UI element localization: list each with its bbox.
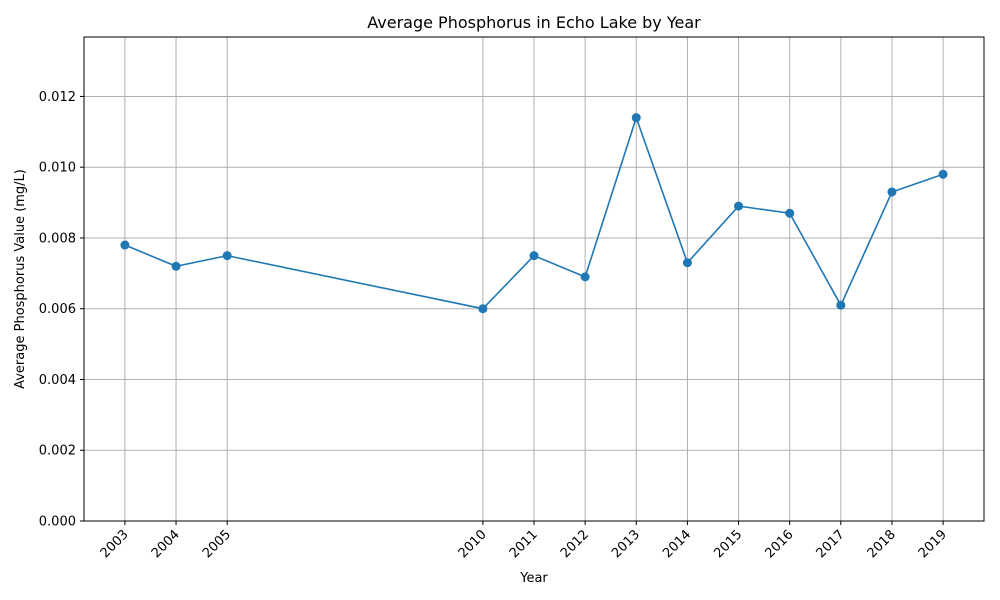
x-tick-label: 2004 [149, 527, 183, 561]
data-point [836, 300, 846, 310]
y-tick-label: 0.010 [39, 161, 76, 176]
x-axis-label: Year [519, 571, 548, 586]
plot-frame [83, 36, 985, 522]
x-tick-label: 2012 [558, 527, 592, 561]
y-tick-label: 0.002 [39, 444, 76, 459]
data-point [529, 251, 539, 261]
y-tick-label: 0.004 [39, 373, 76, 388]
data-point [938, 169, 948, 179]
x-tick-label: 2013 [609, 527, 643, 561]
data-point [682, 258, 692, 268]
x-tick-label: 2005 [200, 527, 234, 561]
data-point [171, 261, 181, 271]
y-tick-label: 0.012 [39, 90, 76, 105]
data-point [785, 208, 795, 218]
x-tick-label: 2003 [98, 527, 132, 561]
y-tick-label: 0.000 [39, 515, 76, 530]
data-point [887, 187, 897, 197]
x-tick-label: 2015 [711, 527, 745, 561]
x-tick-label: 2011 [507, 527, 541, 561]
y-axis-label: Average Phosphorus Value (mg/L) [13, 169, 28, 389]
x-tick-label: 2014 [660, 527, 694, 561]
x-tick-label: 2017 [814, 527, 848, 561]
y-axis: 0.000 0.002 0.004 0.006 0.008 0.010 0.012 [39, 90, 84, 530]
chart-title: Average Phosphorus in Echo Lake by Year [367, 13, 701, 32]
grid-layer [84, 37, 984, 522]
x-axis: 2003 2004 2005 2010 2011 2012 2013 2014 2015 2016… [98, 521, 950, 561]
y-tick-label: 0.008 [39, 231, 76, 246]
y-tick-label: 0.006 [39, 302, 76, 317]
data-point [734, 201, 744, 211]
data-point [580, 272, 590, 282]
data-point [120, 240, 130, 250]
x-tick-label: 2016 [763, 527, 797, 561]
x-tick-label: 2010 [456, 527, 490, 561]
series-phosphorus [120, 113, 948, 314]
data-point [222, 251, 232, 261]
x-tick-label: 2018 [865, 527, 899, 561]
data-point [478, 304, 488, 314]
x-tick-label: 2019 [916, 527, 950, 561]
data-point [631, 113, 641, 123]
